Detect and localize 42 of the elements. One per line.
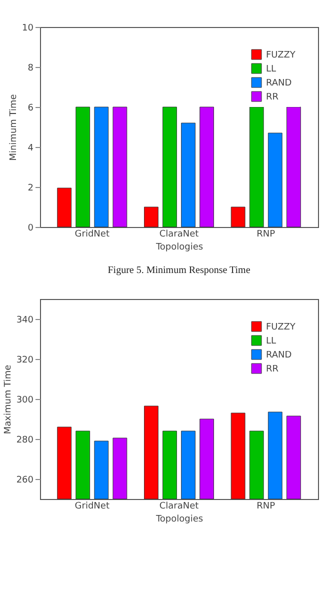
y-tick-label: 2: [28, 184, 34, 194]
bar: [230, 206, 246, 228]
y-tick-label: 320: [16, 356, 34, 366]
legend-label: RAND: [266, 350, 292, 360]
y-tick-label: 6: [28, 104, 34, 114]
bar: [112, 106, 128, 228]
x-axis-title: Topologies: [154, 514, 204, 524]
bar: [57, 188, 72, 228]
bar: [181, 122, 196, 228]
bar: [249, 106, 264, 228]
y-tick-label: 4: [28, 144, 34, 154]
bar: [286, 106, 301, 228]
bar: [94, 106, 109, 228]
y-axis-title: Maximum Time: [3, 364, 14, 434]
y-tick-label: 340: [16, 316, 34, 326]
y-tick-label: 8: [28, 64, 34, 74]
legend-label: RAND: [266, 78, 292, 88]
caption: Figure 5. Minimum Response Time: [108, 265, 251, 276]
y-tick-label: 280: [16, 436, 34, 446]
y-tick-label: 260: [16, 476, 34, 486]
x-tick-label: GridNet: [74, 230, 110, 240]
y-tick-label: 0: [28, 224, 34, 234]
x-tick-label: ClaraNet: [159, 230, 200, 240]
bar: [268, 132, 282, 228]
x-tick-label: GridNet: [74, 502, 110, 512]
legend-label: LL: [266, 336, 276, 346]
x-tick-label: RNP: [256, 230, 276, 240]
legend-label: RR: [266, 92, 279, 102]
x-axis-title: Topologies: [154, 242, 204, 252]
legend-label: FUZZY: [266, 50, 296, 60]
bar: [76, 106, 90, 228]
bar: [162, 106, 177, 228]
y-tick-label: 10: [22, 24, 34, 34]
legend-label: LL: [266, 64, 276, 74]
x-tick-label: RNP: [256, 502, 276, 512]
legend-label: FUZZY: [266, 322, 296, 332]
x-tick-label: ClaraNet: [159, 502, 200, 512]
bar: [144, 206, 158, 228]
bar: [200, 106, 214, 228]
legend-label: RR: [266, 364, 279, 374]
y-axis-title: Minimum Time: [9, 94, 20, 161]
y-tick-label: 300: [16, 396, 34, 406]
